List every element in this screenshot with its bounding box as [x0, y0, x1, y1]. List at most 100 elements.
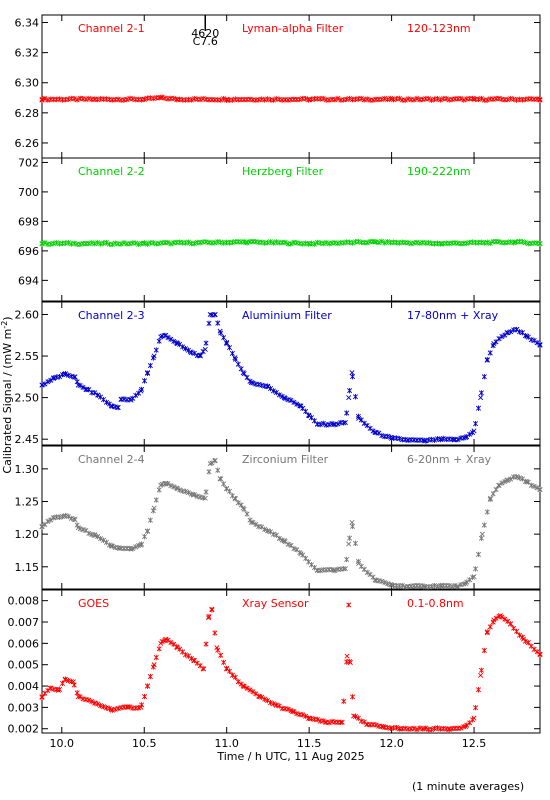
data-point [320, 718, 326, 724]
data-point [229, 350, 235, 357]
data-point [434, 96, 440, 102]
data-point [478, 239, 484, 245]
data-point [168, 336, 174, 342]
data-point [288, 241, 294, 247]
data-point [267, 700, 274, 706]
data-point [320, 240, 326, 247]
data-point [408, 240, 414, 247]
data-point [197, 239, 203, 246]
data-point [537, 240, 543, 247]
data-point [344, 653, 350, 659]
data-point [92, 532, 98, 538]
data-point [153, 497, 159, 503]
data-point [484, 630, 490, 636]
data-point [389, 582, 395, 588]
data-point [537, 651, 543, 657]
y-tick-label: 1.25 [15, 496, 40, 509]
data-point [235, 361, 241, 367]
data-point [491, 617, 497, 623]
data-point [471, 574, 477, 580]
data-point [256, 97, 262, 103]
data-point [491, 341, 497, 347]
panel-frame [41, 157, 541, 302]
data-point [174, 96, 180, 102]
data-point [402, 97, 408, 103]
data-point [320, 420, 326, 427]
data-point [191, 240, 197, 247]
data-point [86, 697, 92, 703]
data-point [42, 381, 48, 387]
data-point [100, 537, 107, 543]
data-point [349, 523, 356, 530]
data-point [128, 546, 134, 552]
data-point [57, 514, 63, 520]
data-point [484, 509, 490, 515]
data-point [291, 545, 297, 552]
data-point [347, 95, 353, 102]
data-point [265, 697, 271, 704]
data-point [512, 239, 518, 245]
data-point [217, 328, 223, 334]
data-point [385, 433, 391, 440]
data-point [224, 96, 230, 102]
data-point [429, 726, 435, 733]
data-point [243, 239, 249, 245]
data-point [522, 239, 528, 246]
data-point [124, 96, 130, 103]
data-point [414, 726, 420, 733]
data-point [51, 240, 57, 247]
data-point [100, 703, 107, 710]
data-point [95, 392, 101, 398]
data-point [45, 379, 51, 385]
data-point [209, 606, 215, 612]
data-point [478, 95, 484, 102]
data-point [188, 97, 194, 103]
data-point [262, 696, 268, 702]
data-point [39, 694, 45, 700]
data-point [370, 97, 376, 103]
data-point [98, 241, 104, 247]
data-point [463, 724, 469, 730]
data-point [115, 96, 121, 103]
data-point [496, 95, 502, 102]
data-point [75, 382, 81, 388]
data-point [39, 240, 45, 247]
data-point [331, 421, 337, 427]
data-point [183, 488, 189, 495]
data-point [206, 615, 212, 621]
band-label: 190-222nm [407, 165, 471, 178]
data-point [434, 725, 440, 731]
y-tick-label: 1.15 [15, 561, 40, 574]
data-point [83, 96, 89, 103]
data-point [405, 96, 411, 102]
series-markers [39, 602, 543, 733]
data-point [306, 715, 312, 721]
data-point [42, 95, 48, 102]
data-point [331, 567, 337, 573]
data-point [240, 683, 246, 689]
data-point [187, 349, 193, 355]
data-point [364, 721, 370, 727]
panel-4: 1.15 1.20 1.25 1.30 Channel 2-4 Zirconium Fil… [15, 445, 543, 590]
y-tick-label: 2.60 [15, 308, 40, 321]
data-point [346, 602, 352, 608]
data-point [372, 239, 378, 245]
data-point [478, 672, 484, 678]
data-point [171, 484, 177, 490]
data-point [75, 694, 81, 700]
data-point [212, 311, 218, 317]
data-point [326, 97, 332, 103]
data-point [484, 239, 490, 246]
data-point [446, 726, 452, 732]
data-point [142, 693, 148, 700]
data-point [218, 652, 224, 658]
y-tick-label: 1.20 [15, 528, 40, 541]
data-point [478, 667, 484, 673]
data-point [253, 521, 259, 528]
data-point [306, 96, 312, 102]
data-point [112, 706, 118, 712]
data-point [51, 515, 57, 521]
data-point [352, 540, 358, 547]
data-point [212, 240, 218, 246]
